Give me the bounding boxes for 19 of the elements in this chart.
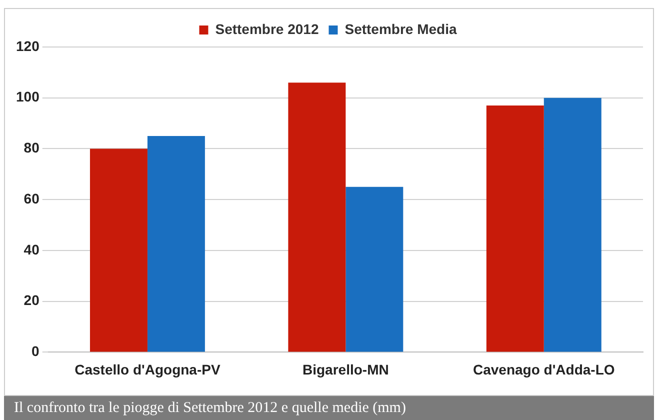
- y-tick-label: 40: [24, 241, 40, 258]
- bar: [346, 186, 404, 352]
- bar: [147, 136, 205, 352]
- y-tick-label: 0: [32, 343, 40, 360]
- legend-label: Settembre 2012: [215, 20, 319, 37]
- x-tick-label: Castello d'Agogna-PV: [74, 361, 221, 378]
- bar: [544, 98, 602, 352]
- y-tick-label: 80: [24, 140, 40, 156]
- y-tick-label: 60: [24, 190, 40, 206]
- bar: [486, 105, 544, 352]
- y-tick-label: 120: [16, 38, 40, 54]
- y-tick-label: 100: [16, 88, 40, 105]
- x-tick-label: Cavenago d'Adda-LO: [472, 361, 615, 378]
- bar: [90, 148, 148, 352]
- legend-label: Settembre Media: [344, 20, 457, 37]
- text: Il confronto tra le piogge di Settembre 2012 e quelle medie (mm): [4, 396, 654, 420]
- x-tick-label: Bigarello-MN: [302, 361, 389, 378]
- bar: [288, 82, 346, 352]
- y-tick-label: 20: [24, 292, 40, 308]
